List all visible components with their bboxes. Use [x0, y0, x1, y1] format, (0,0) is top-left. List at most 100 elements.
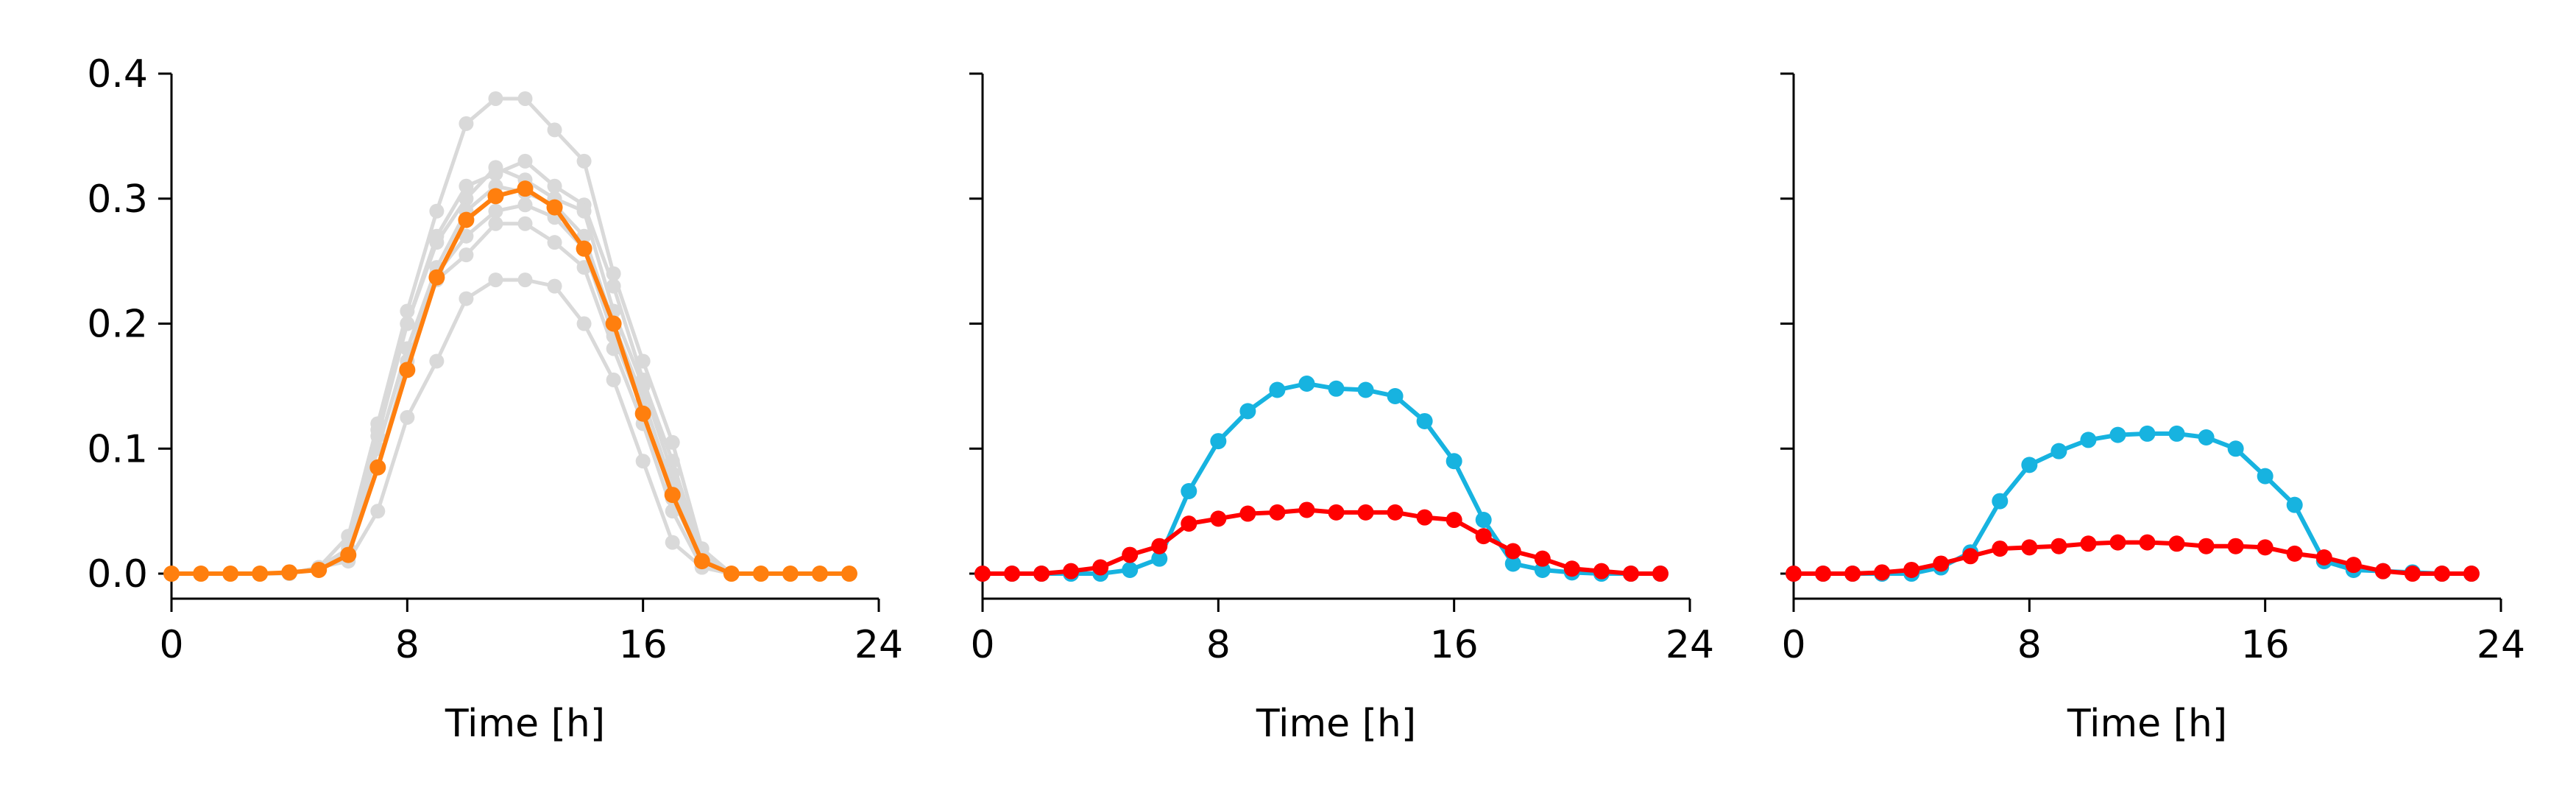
series-line — [1794, 540, 2471, 577]
y-tick-label: 0.1 — [87, 427, 148, 471]
series-point — [1004, 566, 1021, 582]
series-point — [1563, 560, 1580, 577]
series-point — [252, 566, 269, 582]
series-point — [1269, 504, 1286, 521]
series-point — [1475, 528, 1492, 545]
series-point — [399, 362, 416, 378]
series-point — [1475, 512, 1492, 529]
x-axis-label: Time [h] — [445, 702, 605, 746]
x-tick-label: 16 — [2241, 623, 2290, 667]
background-series-point — [488, 160, 503, 175]
series-point — [841, 566, 857, 582]
background-series-point — [665, 535, 680, 550]
background-series-point — [517, 153, 533, 169]
series-point — [1992, 493, 2009, 510]
series-point — [1269, 381, 1286, 398]
background-series-point — [606, 278, 621, 294]
series-point — [1874, 564, 1891, 581]
series-point — [2257, 539, 2274, 556]
series-point — [1298, 501, 1315, 518]
background-series-point — [488, 91, 503, 106]
series-point — [1534, 561, 1551, 578]
x-tick-label: 24 — [2477, 623, 2525, 667]
series-point — [664, 487, 681, 504]
series-point — [1239, 505, 1256, 522]
series-point — [605, 315, 622, 332]
series-point — [2080, 535, 2097, 552]
x-tick-label: 8 — [1206, 623, 1231, 667]
panel-left: 0.0 0.1 0.2 0.3 0.4 0 8 16 24 Time [h] — [87, 52, 903, 746]
background-series-point — [547, 278, 562, 294]
background-series-line — [171, 165, 849, 576]
series-point — [2168, 535, 2185, 552]
background-series-point — [429, 353, 445, 369]
series-point — [428, 269, 445, 286]
series-point — [1357, 504, 1374, 521]
series-point — [2227, 538, 2244, 554]
x-tick-label: 16 — [1430, 623, 1479, 667]
series-point — [2168, 425, 2185, 442]
series-point — [1357, 381, 1374, 398]
x-axis-label: Time [h] — [1256, 702, 1416, 746]
series-point — [2227, 440, 2244, 457]
series-point — [2404, 566, 2421, 582]
series-point — [2109, 426, 2126, 443]
series-point — [2286, 496, 2303, 513]
series-point — [723, 566, 740, 582]
series-point — [1504, 555, 1521, 572]
background-series-point — [429, 235, 445, 250]
background-series-point — [459, 191, 474, 206]
series-point — [1063, 563, 1080, 580]
series-point — [1328, 380, 1345, 397]
series — [1786, 425, 2480, 582]
background-series-point — [400, 316, 415, 331]
series-point — [1416, 412, 1433, 429]
series-point — [1992, 540, 2009, 557]
series-point — [2109, 534, 2126, 551]
series-point — [2139, 534, 2156, 551]
background-series-point — [547, 178, 562, 194]
series-point — [1122, 546, 1139, 563]
x-tick-label: 0 — [1781, 623, 1805, 667]
series-point — [1210, 433, 1227, 450]
series-point — [2139, 425, 2156, 442]
axis-spine — [170, 74, 879, 600]
background-series — [164, 216, 857, 582]
panel-middle: 0 8 16 24 Time [h] — [969, 72, 1714, 746]
series-point — [1622, 566, 1639, 582]
series-point — [1239, 403, 1256, 420]
series-point — [2050, 443, 2067, 459]
series — [974, 501, 1669, 582]
series-point — [1652, 566, 1669, 582]
y-tick-label: 0.2 — [87, 303, 148, 347]
series-point — [458, 211, 475, 228]
series-point — [2345, 557, 2362, 574]
background-series-point — [576, 203, 592, 219]
background-series — [164, 197, 857, 582]
series-point — [752, 566, 769, 582]
background-series-point — [576, 316, 592, 331]
x-tick-label: 8 — [395, 623, 420, 667]
background-series-point — [517, 197, 533, 213]
series-point — [576, 240, 592, 257]
series-point — [281, 564, 298, 581]
series-point — [1962, 548, 1979, 565]
series-point — [546, 199, 563, 216]
series-point — [1446, 453, 1462, 470]
series-point — [2021, 457, 2038, 473]
series-point — [517, 180, 534, 197]
series — [1786, 534, 2480, 582]
background-series-point — [517, 272, 533, 288]
series-line — [1794, 431, 2471, 577]
background-series-line — [171, 202, 849, 576]
series-point — [1387, 387, 1404, 404]
x-tick-label: 24 — [854, 623, 903, 667]
background-series-point — [606, 341, 621, 356]
background-series-point — [606, 372, 621, 387]
series-point — [1298, 376, 1315, 392]
background-series-line — [171, 278, 849, 576]
series-point — [974, 566, 991, 582]
x-axis-label: Time [h] — [2067, 702, 2227, 746]
series-point — [2315, 549, 2332, 566]
